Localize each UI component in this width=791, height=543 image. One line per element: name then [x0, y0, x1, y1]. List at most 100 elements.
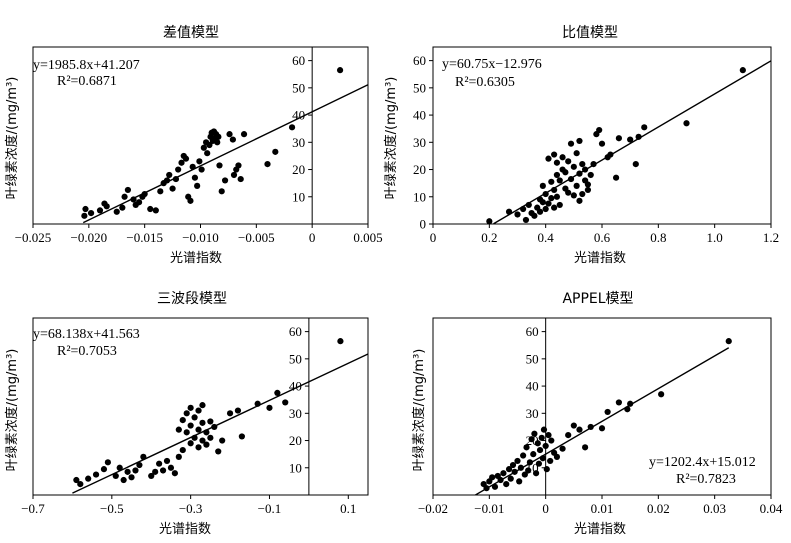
data-point [584, 181, 592, 188]
data-point [274, 389, 281, 396]
x-tick-label: −0.020 [71, 230, 108, 245]
data-point [169, 185, 176, 192]
data-point [587, 171, 594, 179]
data-point [507, 475, 514, 482]
data-point [576, 170, 583, 177]
data-point [120, 476, 127, 484]
data-point [206, 141, 213, 149]
data-point [596, 126, 603, 134]
y-tick-label: 60 [292, 53, 305, 68]
data-point [266, 404, 273, 411]
data-point [157, 188, 164, 195]
data-point [683, 120, 690, 127]
data-point [166, 171, 173, 179]
chart-marks: −0.025 −0.020 −0.015 −0.010 −0.005 0 0.005 10 20… [15, 46, 383, 245]
data-point [542, 442, 549, 450]
y-tick-label: 40 [292, 108, 305, 123]
y-tick-label: 60 [413, 53, 426, 68]
data-point [119, 204, 126, 211]
data-point [103, 203, 110, 210]
panel-ratio-model: 比值模型 叶绿素浓度/(mg/m³) 光谱指数 y=60.75x−12.976 … [383, 25, 779, 266]
x-tick-label: 0.04 [760, 501, 783, 516]
data-point [140, 453, 147, 460]
data-point [635, 133, 642, 140]
x-axis-label: 光谱指数 [574, 522, 626, 537]
data-point [559, 154, 566, 161]
data-point [570, 163, 577, 170]
data-point [172, 175, 180, 183]
data-point [92, 471, 100, 478]
data-point [545, 431, 552, 439]
data-point [199, 419, 206, 426]
data-point [579, 190, 586, 198]
data-point [525, 201, 532, 209]
data-point [147, 205, 154, 213]
data-point [548, 178, 555, 185]
x-tick-label: −0.015 [126, 230, 163, 245]
data-point [191, 414, 198, 421]
data-point [288, 124, 296, 131]
data-point [178, 159, 185, 166]
data-point [128, 474, 135, 481]
data-point [612, 174, 620, 181]
data-point [113, 208, 120, 215]
data-point [203, 429, 210, 436]
data-point [218, 188, 225, 195]
x-tick-label: −0.7 [21, 501, 45, 516]
data-point [503, 481, 510, 488]
data-point [547, 457, 554, 465]
x-tick-label: −0.010 [182, 230, 219, 245]
data-point [73, 476, 80, 484]
data-point [576, 197, 583, 204]
x-tick-label: 0.005 [353, 230, 382, 245]
data-point [584, 186, 592, 194]
data-point [579, 160, 586, 168]
data-point [576, 137, 583, 145]
x-tick-label: 0.6 [594, 230, 611, 245]
y-tick-label: 60 [526, 324, 539, 339]
data-point [235, 162, 242, 169]
data-point [234, 407, 242, 414]
data-point [163, 457, 171, 465]
data-point [486, 218, 493, 224]
data-point [152, 468, 159, 475]
data-point [607, 151, 614, 158]
data-point [604, 408, 611, 416]
data-point [590, 160, 597, 168]
data-point [198, 166, 205, 173]
data-point [526, 459, 533, 466]
data-point [548, 195, 555, 202]
x-tick-label: 0.8 [650, 230, 666, 245]
data-point [542, 205, 549, 213]
data-point [725, 338, 732, 345]
data-point [187, 197, 194, 204]
data-point [254, 400, 261, 407]
data-point [215, 133, 222, 140]
y-axis-label: 叶绿素浓度/(mg/m³) [383, 77, 399, 200]
regression-line [82, 84, 368, 224]
x-tick-label: −0.1 [258, 501, 282, 516]
data-point [528, 436, 535, 443]
x-tick-label: 0.01 [591, 501, 614, 516]
y-axis-label: 叶绿素浓度/(mg/m³) [4, 349, 20, 472]
data-point [336, 67, 344, 74]
data-point [204, 150, 211, 157]
data-point [565, 189, 572, 196]
y-tick-label: 10 [292, 189, 305, 204]
data-point [179, 446, 186, 454]
data-point [195, 444, 202, 451]
x-axis-label: 光谱指数 [170, 251, 222, 266]
data-point [196, 158, 203, 165]
data-point [565, 158, 572, 165]
data-point [511, 468, 518, 475]
data-point [272, 148, 279, 155]
data-point [539, 199, 546, 206]
data-point [551, 151, 558, 158]
data-point [539, 182, 546, 189]
data-point [187, 440, 194, 447]
y-tick-label: 50 [289, 351, 302, 366]
y-axis-label: 叶绿素浓度/(mg/m³) [411, 349, 427, 472]
data-point [215, 448, 222, 455]
data-point [598, 425, 606, 432]
data-point [582, 166, 589, 173]
